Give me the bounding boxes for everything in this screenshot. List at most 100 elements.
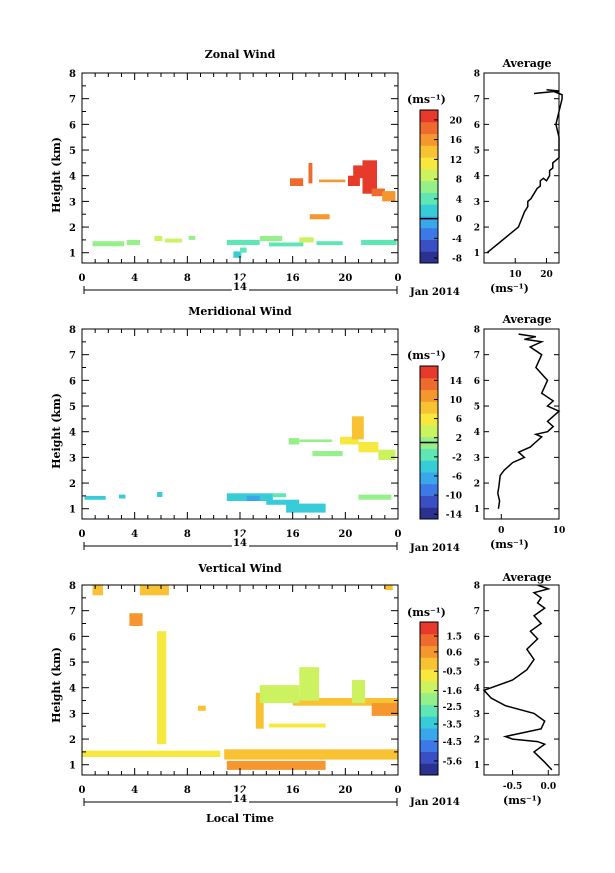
colorbar-segment [420, 239, 438, 252]
colorbar-tick-label: -4.5 [443, 738, 462, 748]
panel-meridional: Meridional Wind Height (km) 0 4 8 12 16 20 012… [50, 305, 565, 554]
y-tick-label: 2 [69, 223, 76, 234]
y-tick-label: 8 [69, 325, 76, 336]
y-axis-label: Height (km) [50, 137, 63, 213]
heat-cell [319, 179, 346, 183]
profile-y-tick-label: 5 [474, 403, 480, 413]
y-tick-label: 5 [69, 402, 76, 413]
unit-label: (ms⁻¹) [407, 606, 446, 619]
colorbar: 1.5 0.6 -0.5 -1.6 -2.5 -3.5 -4.5 -5.6 [419, 621, 462, 776]
x-tick-label: 0 [395, 273, 402, 284]
heat-cell [92, 585, 103, 596]
chart-title: Vertical Wind [197, 562, 282, 575]
profile-y-tick-label: 5 [474, 659, 480, 669]
heat-cell [288, 438, 300, 445]
date-day: 14 [233, 794, 247, 805]
colorbar-segment [420, 507, 438, 520]
colorbar-segment [420, 692, 438, 705]
y-tick-label: 7 [69, 351, 76, 362]
colorbar-tick-label: 16 [449, 136, 462, 146]
x-tick-label: 16 [286, 273, 300, 284]
y-tick-label: 2 [69, 479, 76, 490]
heat-cell [308, 162, 313, 184]
colorbar-tick-label: 14 [449, 377, 462, 387]
x-tick-label: 12 [233, 529, 247, 540]
x-tick-label: 8 [184, 273, 191, 284]
heat-cell [378, 449, 396, 460]
heat-cell [157, 492, 163, 498]
colorbar-segment [420, 657, 438, 670]
colorbar: 14 10 6 2 -2 -6 -10 -14 [419, 365, 462, 521]
y-tick-label: 1 [69, 249, 76, 260]
y-tick-label: 4 [69, 172, 76, 183]
profile-x-tick-label: 10 [509, 270, 522, 280]
heat-cell [266, 499, 300, 505]
x-tick-label: 0 [79, 785, 86, 796]
colorbar-segment [420, 716, 438, 729]
x-tick-label: 0 [79, 273, 86, 284]
profile-y-tick-label: 2 [474, 736, 480, 746]
profile-y-tick-label: 2 [474, 480, 480, 490]
colorbar-frame [419, 109, 439, 264]
heat-cell [299, 237, 314, 243]
profile-y-tick-label: 8 [474, 70, 480, 80]
y-axis-label: Height (km) [50, 393, 63, 469]
date-bar: 14 [83, 280, 398, 296]
y-tick-label: 2 [69, 735, 76, 746]
heat-cell [272, 493, 287, 498]
colorbar-frame [419, 621, 439, 776]
profile-y-tick-label: 7 [474, 607, 480, 617]
colorbar-tick-label: 0 [456, 215, 462, 225]
x-tick-label: 20 [338, 273, 352, 284]
x-tick-label: 8 [184, 785, 191, 796]
colorbar-segment [420, 704, 438, 717]
profile-y-tick-label: 6 [474, 121, 480, 131]
colorbar-segment [420, 483, 438, 496]
colorbar-segment [420, 121, 438, 135]
colorbar-segment [420, 669, 438, 682]
profile-y-tick-label: 1 [474, 505, 480, 515]
colorbar-tick-label: -8 [452, 255, 462, 265]
heat-cell [82, 750, 221, 757]
colorbar-segment [420, 251, 438, 264]
colorbar-segment [420, 145, 438, 158]
colorbar-segment [420, 215, 438, 229]
profile-x-tick-label: 0 [498, 526, 504, 536]
profile-title: Average [501, 57, 551, 70]
heat-cell [371, 188, 385, 197]
heat-cell [197, 705, 206, 711]
heat-cell [290, 178, 304, 186]
heat-cell [84, 495, 106, 500]
average-profile: 1 2 3 4 5 6 7 8 10 20 [474, 70, 563, 280]
colorbar-tick-label: 8 [456, 176, 462, 186]
y-tick-label: 7 [69, 95, 76, 106]
profile-unit-label: (ms⁻¹) [490, 538, 529, 551]
colorbar-tick-label: -0.5 [443, 668, 462, 678]
heat-cell [382, 191, 396, 202]
profile-y-tick-label: 5 [474, 147, 480, 157]
heat-cell [358, 494, 392, 500]
heat-cell [316, 241, 343, 246]
profile-line [482, 584, 553, 771]
profile-x-tick-label: 0.0 [540, 782, 556, 792]
y-tick-label: 1 [69, 505, 76, 516]
colorbar-segment [420, 168, 438, 182]
heat-cell [358, 442, 379, 453]
average-profile: 1 2 3 4 5 6 7 8 0 10 [474, 326, 566, 537]
heat-cell [299, 439, 333, 442]
colorbar-segment [420, 633, 438, 647]
heatmap-area [84, 416, 396, 513]
heat-cell [361, 239, 397, 245]
heat-cell [292, 698, 398, 706]
profile-line [497, 333, 561, 509]
chart-title: Zonal Wind [205, 48, 276, 61]
colorbar-segment [420, 739, 438, 752]
panel-zonal: Zonal Wind Height (km) 0 4 8 12 16 20 01234567… [50, 48, 563, 298]
colorbar-segment [420, 424, 438, 438]
colorbar-segment [420, 751, 438, 764]
heat-cell [348, 175, 360, 186]
date-day: 14 [233, 282, 247, 293]
profile-y-tick-label: 4 [474, 172, 480, 182]
